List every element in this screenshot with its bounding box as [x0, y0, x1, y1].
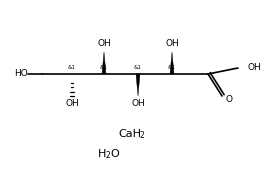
- Text: &1: &1: [134, 65, 142, 70]
- Polygon shape: [170, 52, 174, 74]
- Text: O: O: [110, 149, 119, 159]
- Text: 2: 2: [105, 151, 110, 161]
- Text: OH: OH: [97, 40, 111, 49]
- Text: &1: &1: [68, 65, 76, 70]
- Text: OH: OH: [165, 40, 179, 49]
- Text: OH: OH: [131, 99, 145, 108]
- Text: HO: HO: [14, 70, 28, 79]
- Polygon shape: [136, 74, 140, 96]
- Text: O: O: [225, 95, 232, 104]
- Text: CaH: CaH: [118, 129, 141, 139]
- Text: 2: 2: [140, 132, 145, 141]
- Text: OH: OH: [248, 64, 262, 73]
- Text: &1: &1: [168, 65, 176, 70]
- Polygon shape: [102, 52, 106, 74]
- Text: H: H: [98, 149, 106, 159]
- Text: &1: &1: [100, 65, 108, 70]
- Text: OH: OH: [65, 99, 79, 108]
